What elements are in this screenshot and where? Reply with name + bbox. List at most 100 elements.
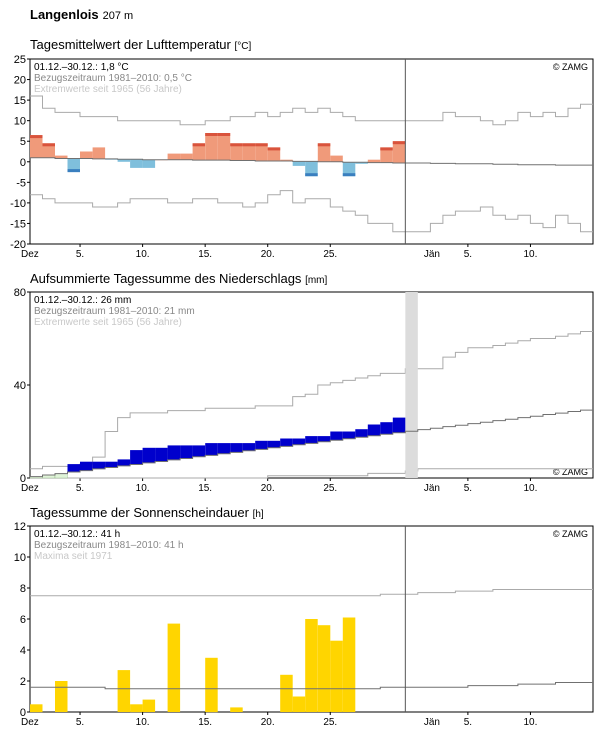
sunshine-bar [230, 707, 243, 712]
info-line-1: Bezugszeitraum 1981–2010: 41 h [34, 540, 184, 551]
temperature-bar [117, 159, 131, 162]
precipitation-bar [167, 445, 181, 460]
x-tick-label: 5. [464, 249, 472, 260]
temperature-bar [42, 143, 55, 158]
temperature-bar [180, 153, 193, 160]
y-tick-label: 0 [20, 707, 26, 719]
x-tick-label: 5. [464, 717, 472, 728]
precipitation-title: Aufsummierte Tagessumme des Niederschlag… [30, 271, 302, 286]
temperature-bar [230, 143, 243, 161]
sunshine-bars [30, 617, 356, 713]
y-tick-label: 40 [14, 380, 26, 392]
x-tick-label: 10. [523, 249, 537, 260]
chart-panel-0: 25 20 15 10 5 0 -5 -10 -15 -20 © ZAMG 01.12.–30.12.… [10, 54, 594, 260]
temperature-bar [392, 141, 406, 163]
temperature-bar [130, 159, 143, 168]
x-tick-label: 20. [261, 249, 275, 260]
temperature-bar [167, 153, 181, 160]
info-line-2: Extremwerte seit 1965 (56 Jahre) [34, 317, 182, 328]
sunshine-bar [30, 704, 43, 713]
sunshine-unit: [h] [252, 509, 264, 520]
temperature-bar [305, 161, 318, 177]
temperature-bar-cap [192, 143, 206, 147]
precipitation-bar [280, 438, 293, 447]
precipitation-bar [267, 440, 281, 448]
temperature-bar [205, 133, 218, 161]
precipitation-bar [92, 461, 106, 469]
temperature-bar-cap [217, 133, 231, 136]
precipitation-bar [67, 464, 80, 472]
y-tick-label: 8 [20, 583, 26, 595]
x-tick-label: 25. [323, 483, 337, 494]
sunshine-title: Tagessumme der Sonnenscheindauer [30, 505, 249, 520]
precipitation-bar [117, 459, 131, 466]
precipitation-bar [192, 445, 206, 457]
precipitation-bar [317, 436, 331, 442]
info-line-2: Maxima seit 1971 [34, 551, 113, 562]
temperature-bar-cap [242, 143, 256, 147]
precipitation-bar [255, 440, 268, 450]
x-tick-label: 20. [261, 717, 275, 728]
x-tick-label: 20. [261, 483, 275, 494]
temperature-bar [80, 151, 93, 159]
temperature-bar [355, 162, 368, 164]
temperature-bar [255, 143, 268, 161]
info-line-1: Bezugszeitraum 1981–2010: 21 mm [34, 306, 195, 317]
temperature-bar [192, 143, 206, 161]
y-tick-label: 0 [20, 157, 26, 169]
y-tick-label: 0 [20, 473, 26, 485]
temperature-bar [267, 147, 281, 161]
temperature-bar-cap [255, 143, 268, 147]
normal-line [30, 409, 593, 478]
max-extreme-line [30, 95, 593, 126]
precipitation-bar [380, 422, 393, 435]
precipitation-bar [230, 443, 243, 453]
precipitation-bar [80, 461, 93, 471]
y-tick-label: 2 [20, 676, 26, 688]
temperature-bar [380, 147, 393, 163]
temperature-bar-cap [67, 169, 80, 173]
temperature-bar-cap [205, 133, 218, 136]
y-tick-label: 20 [14, 75, 26, 87]
max-line [30, 589, 593, 597]
min-extreme-line [30, 468, 593, 479]
normal-line [30, 682, 593, 690]
sunshine-bar [167, 623, 181, 712]
y-tick-label: 4 [20, 645, 26, 657]
temperature-bars [30, 133, 406, 177]
precipitation-bars [29, 417, 406, 479]
temperature-bar-cap [305, 173, 318, 177]
sunshine-bar [342, 617, 356, 712]
max-extreme-line [30, 331, 593, 470]
sunshine-bar [292, 696, 306, 712]
temperature-bar [142, 159, 156, 168]
y-tick-label: 12 [14, 521, 26, 533]
y-tick-label: 10 [14, 116, 26, 128]
precipitation-unit: [mm] [305, 275, 328, 286]
x-month-label-dec: Dez [21, 717, 39, 728]
info-line-0: 01.12.–30.12.: 26 mm [34, 295, 131, 306]
temperature-bar [367, 159, 381, 163]
x-month-label-jan: Jän [424, 483, 440, 494]
x-tick-label: 10. [136, 483, 150, 494]
x-tick-label: 10. [136, 249, 150, 260]
data-gap-band [405, 292, 418, 478]
chart-panel-2: 12 10 8 6 4 2 0 © ZAMG 01.12.–30.12.: 41 hBezugs… [14, 521, 594, 728]
y-tick-label: 25 [14, 54, 26, 66]
y-tick-label: 80 [14, 287, 26, 299]
y-tick-label: -10 [10, 198, 26, 210]
info-line-0: 01.12.–30.12.: 1,8 °C [34, 62, 129, 73]
precipitation-bar [305, 436, 318, 444]
copyright-label: © ZAMG [553, 529, 588, 539]
precipitation-title-wrap: Aufsummierte Tagessumme des Niederschlag… [30, 271, 327, 286]
temperature-bar [242, 143, 256, 161]
sunshine-bar [305, 619, 318, 712]
precipitation-bar [155, 447, 168, 462]
precipitation-bar [330, 431, 343, 441]
temperature-bar-cap [30, 135, 43, 139]
precipitation-bar [130, 450, 143, 465]
station-altitude: 207 m [102, 10, 134, 22]
x-month-label-dec: Dez [21, 249, 39, 260]
y-tick-label: 15 [14, 95, 26, 107]
